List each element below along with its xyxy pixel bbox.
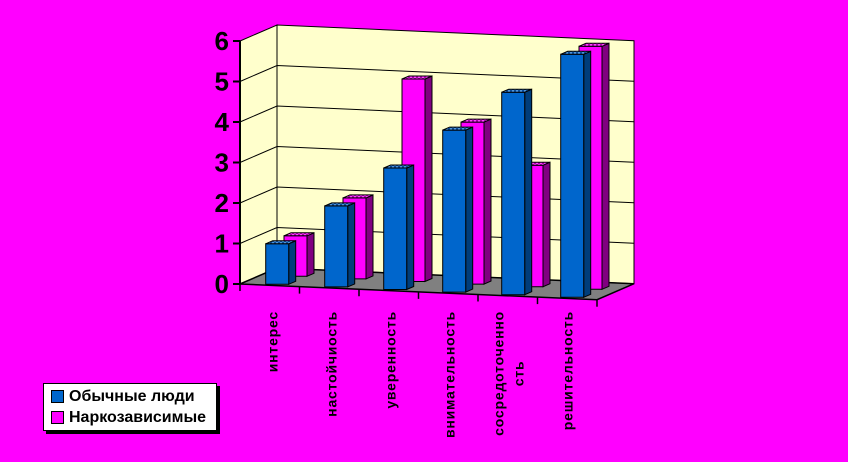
- bar-side-face: [483, 118, 492, 285]
- bar-top-face: [501, 88, 532, 93]
- legend-item-ordinary-people: Обычные люди: [51, 388, 212, 406]
- bar-top-face: [283, 232, 315, 237]
- y-tick-label: 4: [215, 107, 230, 137]
- legend-swatch-blue: [51, 390, 64, 403]
- y-tick-label: 0: [215, 269, 229, 299]
- bar-side-face: [524, 88, 533, 296]
- y-tick-label: 5: [215, 67, 229, 97]
- legend-label: Обычные люди: [69, 387, 195, 405]
- category-label-2: настойчиость: [324, 311, 340, 417]
- bar-side-face: [288, 240, 297, 286]
- legend-item-drug-addicts: Наркозависимые: [51, 409, 212, 427]
- bar-side-face: [465, 126, 474, 293]
- bar-side-face: [424, 75, 433, 283]
- bar-front-face: [383, 167, 408, 290]
- category-label-1: интерес: [265, 311, 281, 372]
- bar-top-face: [401, 75, 433, 80]
- category-label-5: сть: [511, 361, 527, 387]
- legend-swatch-magenta: [51, 411, 64, 424]
- y-tick-label: 2: [215, 188, 229, 218]
- bar-front-face: [265, 243, 290, 285]
- y-tick-label: 6: [215, 26, 229, 56]
- bar-top-face: [560, 50, 591, 55]
- gridline-5: [239, 64, 635, 82]
- bar-front-face: [560, 53, 585, 298]
- category-label-6: решительность: [560, 311, 576, 430]
- bar-side-face: [583, 50, 592, 299]
- y-tick-label: 1: [215, 229, 229, 259]
- bar-front-face: [442, 129, 467, 293]
- bar-front-face: [324, 205, 349, 288]
- bar-side-face: [542, 161, 551, 288]
- bar-front-face: [501, 91, 526, 296]
- bar-series1-cat1: [265, 240, 297, 286]
- bar-side-face: [347, 202, 356, 288]
- bar-top-face: [342, 194, 374, 199]
- bar-top-face: [383, 164, 414, 169]
- bar-side-face: [601, 42, 610, 291]
- bar-series1-cat3: [383, 164, 415, 291]
- category-label-5: сосредоточенно: [491, 311, 507, 436]
- bar-series1-cat5: [501, 88, 533, 296]
- category-label-4: внимательность: [442, 311, 458, 438]
- bar-top-face: [442, 126, 473, 131]
- y-tick-label: 3: [215, 148, 229, 178]
- bar-top-face: [460, 118, 492, 123]
- bar-side-face: [306, 232, 315, 278]
- bar-series1-cat2: [324, 202, 356, 288]
- category-label-3: уверенность: [383, 311, 399, 409]
- bar-top-face: [578, 42, 610, 47]
- bar-series1-cat6: [560, 50, 592, 299]
- bar-series1-cat4: [442, 126, 474, 293]
- bar-side-face: [365, 194, 374, 280]
- legend-label: Наркозависимые: [69, 408, 207, 426]
- bar-side-face: [406, 164, 415, 291]
- legend-box: Обычные люди Наркозависимые: [43, 383, 217, 431]
- bar-top-face: [324, 202, 355, 207]
- bar-top-face: [265, 240, 296, 245]
